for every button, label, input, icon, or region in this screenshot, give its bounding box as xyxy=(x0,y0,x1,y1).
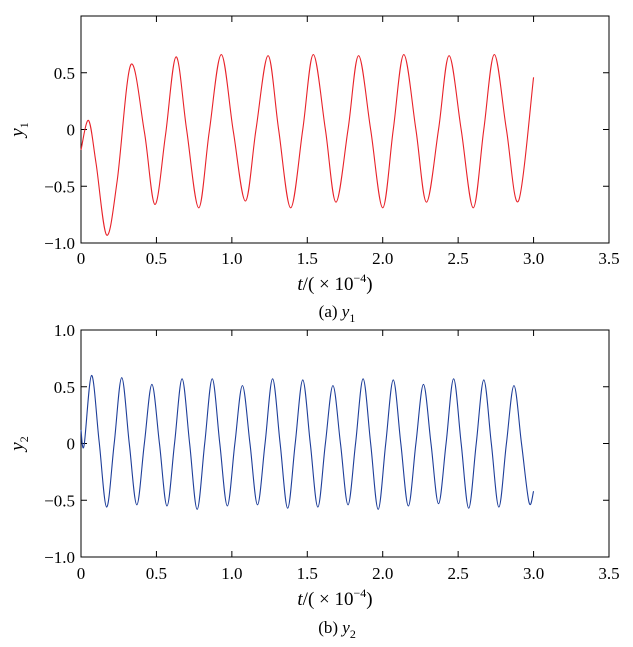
x-tick-label: 3.0 xyxy=(523,249,544,268)
x-tick-label: 0 xyxy=(77,249,86,268)
chart-caption: (a) y1 xyxy=(319,302,356,325)
series-line-0-0 xyxy=(80,54,535,236)
y-tick-label: 0.5 xyxy=(54,378,75,397)
x-tick-label: 1.5 xyxy=(297,249,318,268)
x-tick-label: 0.5 xyxy=(146,249,167,268)
y-tick-label: −1.0 xyxy=(44,548,75,567)
chart-caption: (b) y2 xyxy=(318,618,356,641)
plot-frame xyxy=(80,329,610,558)
x-tick-label: 0.5 xyxy=(146,564,167,583)
y-tick-label: −0.5 xyxy=(44,491,75,510)
x-tick-label: 1.0 xyxy=(221,249,242,268)
x-axis-label: t/( × 10−4) xyxy=(297,586,372,610)
plot-frame xyxy=(80,15,610,244)
x-tick-label: 1.0 xyxy=(221,564,242,583)
x-tick-label: 3.5 xyxy=(598,249,619,268)
y-axis-label: y1 xyxy=(7,122,31,138)
x-tick-label: 2.5 xyxy=(448,249,469,268)
series-line-1-0 xyxy=(80,374,535,510)
x-tick-label: 3.0 xyxy=(523,564,544,583)
y-axis-label: y2 xyxy=(7,436,31,452)
x-tick-label: 0 xyxy=(77,564,86,583)
x-tick-label: 2.0 xyxy=(372,249,393,268)
chart-y2: 0 0.5 1.0 1.5 2.0 2.5 3.0 3.5 −1.0 −0.5 0 0.5 1.0 t/(… xyxy=(7,321,620,641)
y-tick-label: −1.0 xyxy=(44,234,75,253)
y-tick-label: 0 xyxy=(67,435,76,454)
y-tick-label: 0.5 xyxy=(54,64,75,83)
x-tick-label: 2.0 xyxy=(372,564,393,583)
y-tick-label: 0 xyxy=(67,121,76,140)
y-tick-label: −0.5 xyxy=(44,177,75,196)
x-tick-label: 3.5 xyxy=(598,564,619,583)
y-tick-label: 1.0 xyxy=(54,321,75,340)
x-tick-label: 2.5 xyxy=(448,564,469,583)
x-axis-label: t/( × 10−4) xyxy=(297,271,372,295)
x-tick-label: 1.5 xyxy=(297,564,318,583)
chart-y1: 0 0.5 1.0 1.5 2.0 2.5 3.0 3.5 −1.0 −0.5 0 0.5 t/( × … xyxy=(7,15,620,325)
